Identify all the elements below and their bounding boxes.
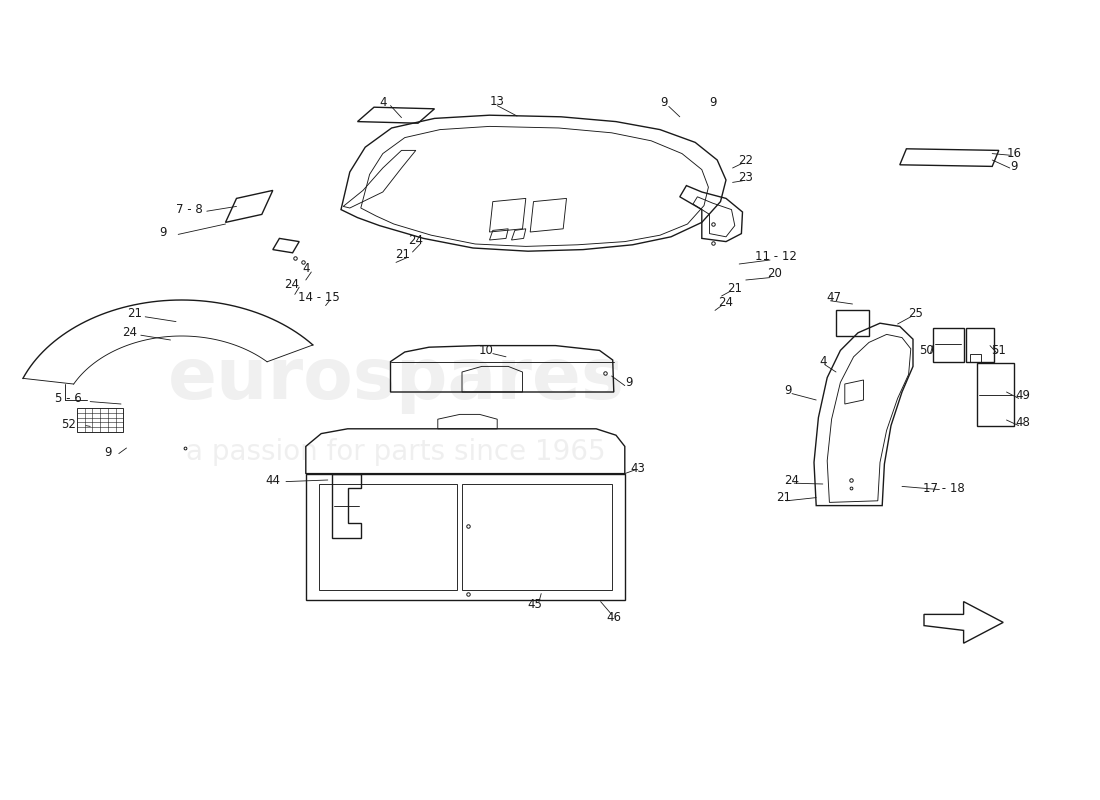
Text: 21: 21 xyxy=(727,282,742,294)
Text: 24: 24 xyxy=(284,278,299,290)
Text: 4: 4 xyxy=(379,96,386,109)
Text: 4: 4 xyxy=(302,262,309,275)
Text: 9: 9 xyxy=(1011,160,1018,173)
Text: 52: 52 xyxy=(60,418,76,430)
Text: 9: 9 xyxy=(784,384,791,397)
Text: 51: 51 xyxy=(991,344,1006,357)
Text: 7 - 8: 7 - 8 xyxy=(176,203,202,216)
Text: 49: 49 xyxy=(1015,389,1031,402)
Text: 24: 24 xyxy=(408,234,424,246)
Text: 9: 9 xyxy=(104,446,111,458)
Text: 17 - 18: 17 - 18 xyxy=(923,482,965,494)
Text: 10: 10 xyxy=(478,344,494,357)
Text: 23: 23 xyxy=(738,171,754,184)
Text: 46: 46 xyxy=(606,611,621,624)
Text: 9: 9 xyxy=(661,96,668,109)
Text: 47: 47 xyxy=(826,291,842,304)
Text: eurospares: eurospares xyxy=(167,346,625,414)
Text: 50: 50 xyxy=(918,344,934,357)
Text: 9: 9 xyxy=(626,376,632,389)
Text: 21: 21 xyxy=(776,491,791,504)
Text: 22: 22 xyxy=(738,154,754,166)
Text: 5 - 6: 5 - 6 xyxy=(55,392,81,405)
Text: 24: 24 xyxy=(122,326,138,338)
Text: 14 - 15: 14 - 15 xyxy=(298,291,340,304)
Text: 4: 4 xyxy=(820,355,826,368)
Text: a passion for parts since 1965: a passion for parts since 1965 xyxy=(186,438,606,466)
Text: 11 - 12: 11 - 12 xyxy=(755,250,796,262)
Text: 9: 9 xyxy=(710,96,716,109)
Text: 48: 48 xyxy=(1015,416,1031,429)
Text: 43: 43 xyxy=(630,462,646,474)
Text: 9: 9 xyxy=(160,226,166,238)
Text: 44: 44 xyxy=(265,474,280,486)
Text: 16: 16 xyxy=(1006,147,1022,160)
Text: 24: 24 xyxy=(784,474,800,486)
Text: 20: 20 xyxy=(767,267,782,280)
Text: 45: 45 xyxy=(527,598,542,610)
Text: 21: 21 xyxy=(126,307,142,320)
Text: 25: 25 xyxy=(908,307,923,320)
Text: 13: 13 xyxy=(490,95,505,108)
Text: 24: 24 xyxy=(718,296,734,309)
Text: 21: 21 xyxy=(395,248,410,261)
